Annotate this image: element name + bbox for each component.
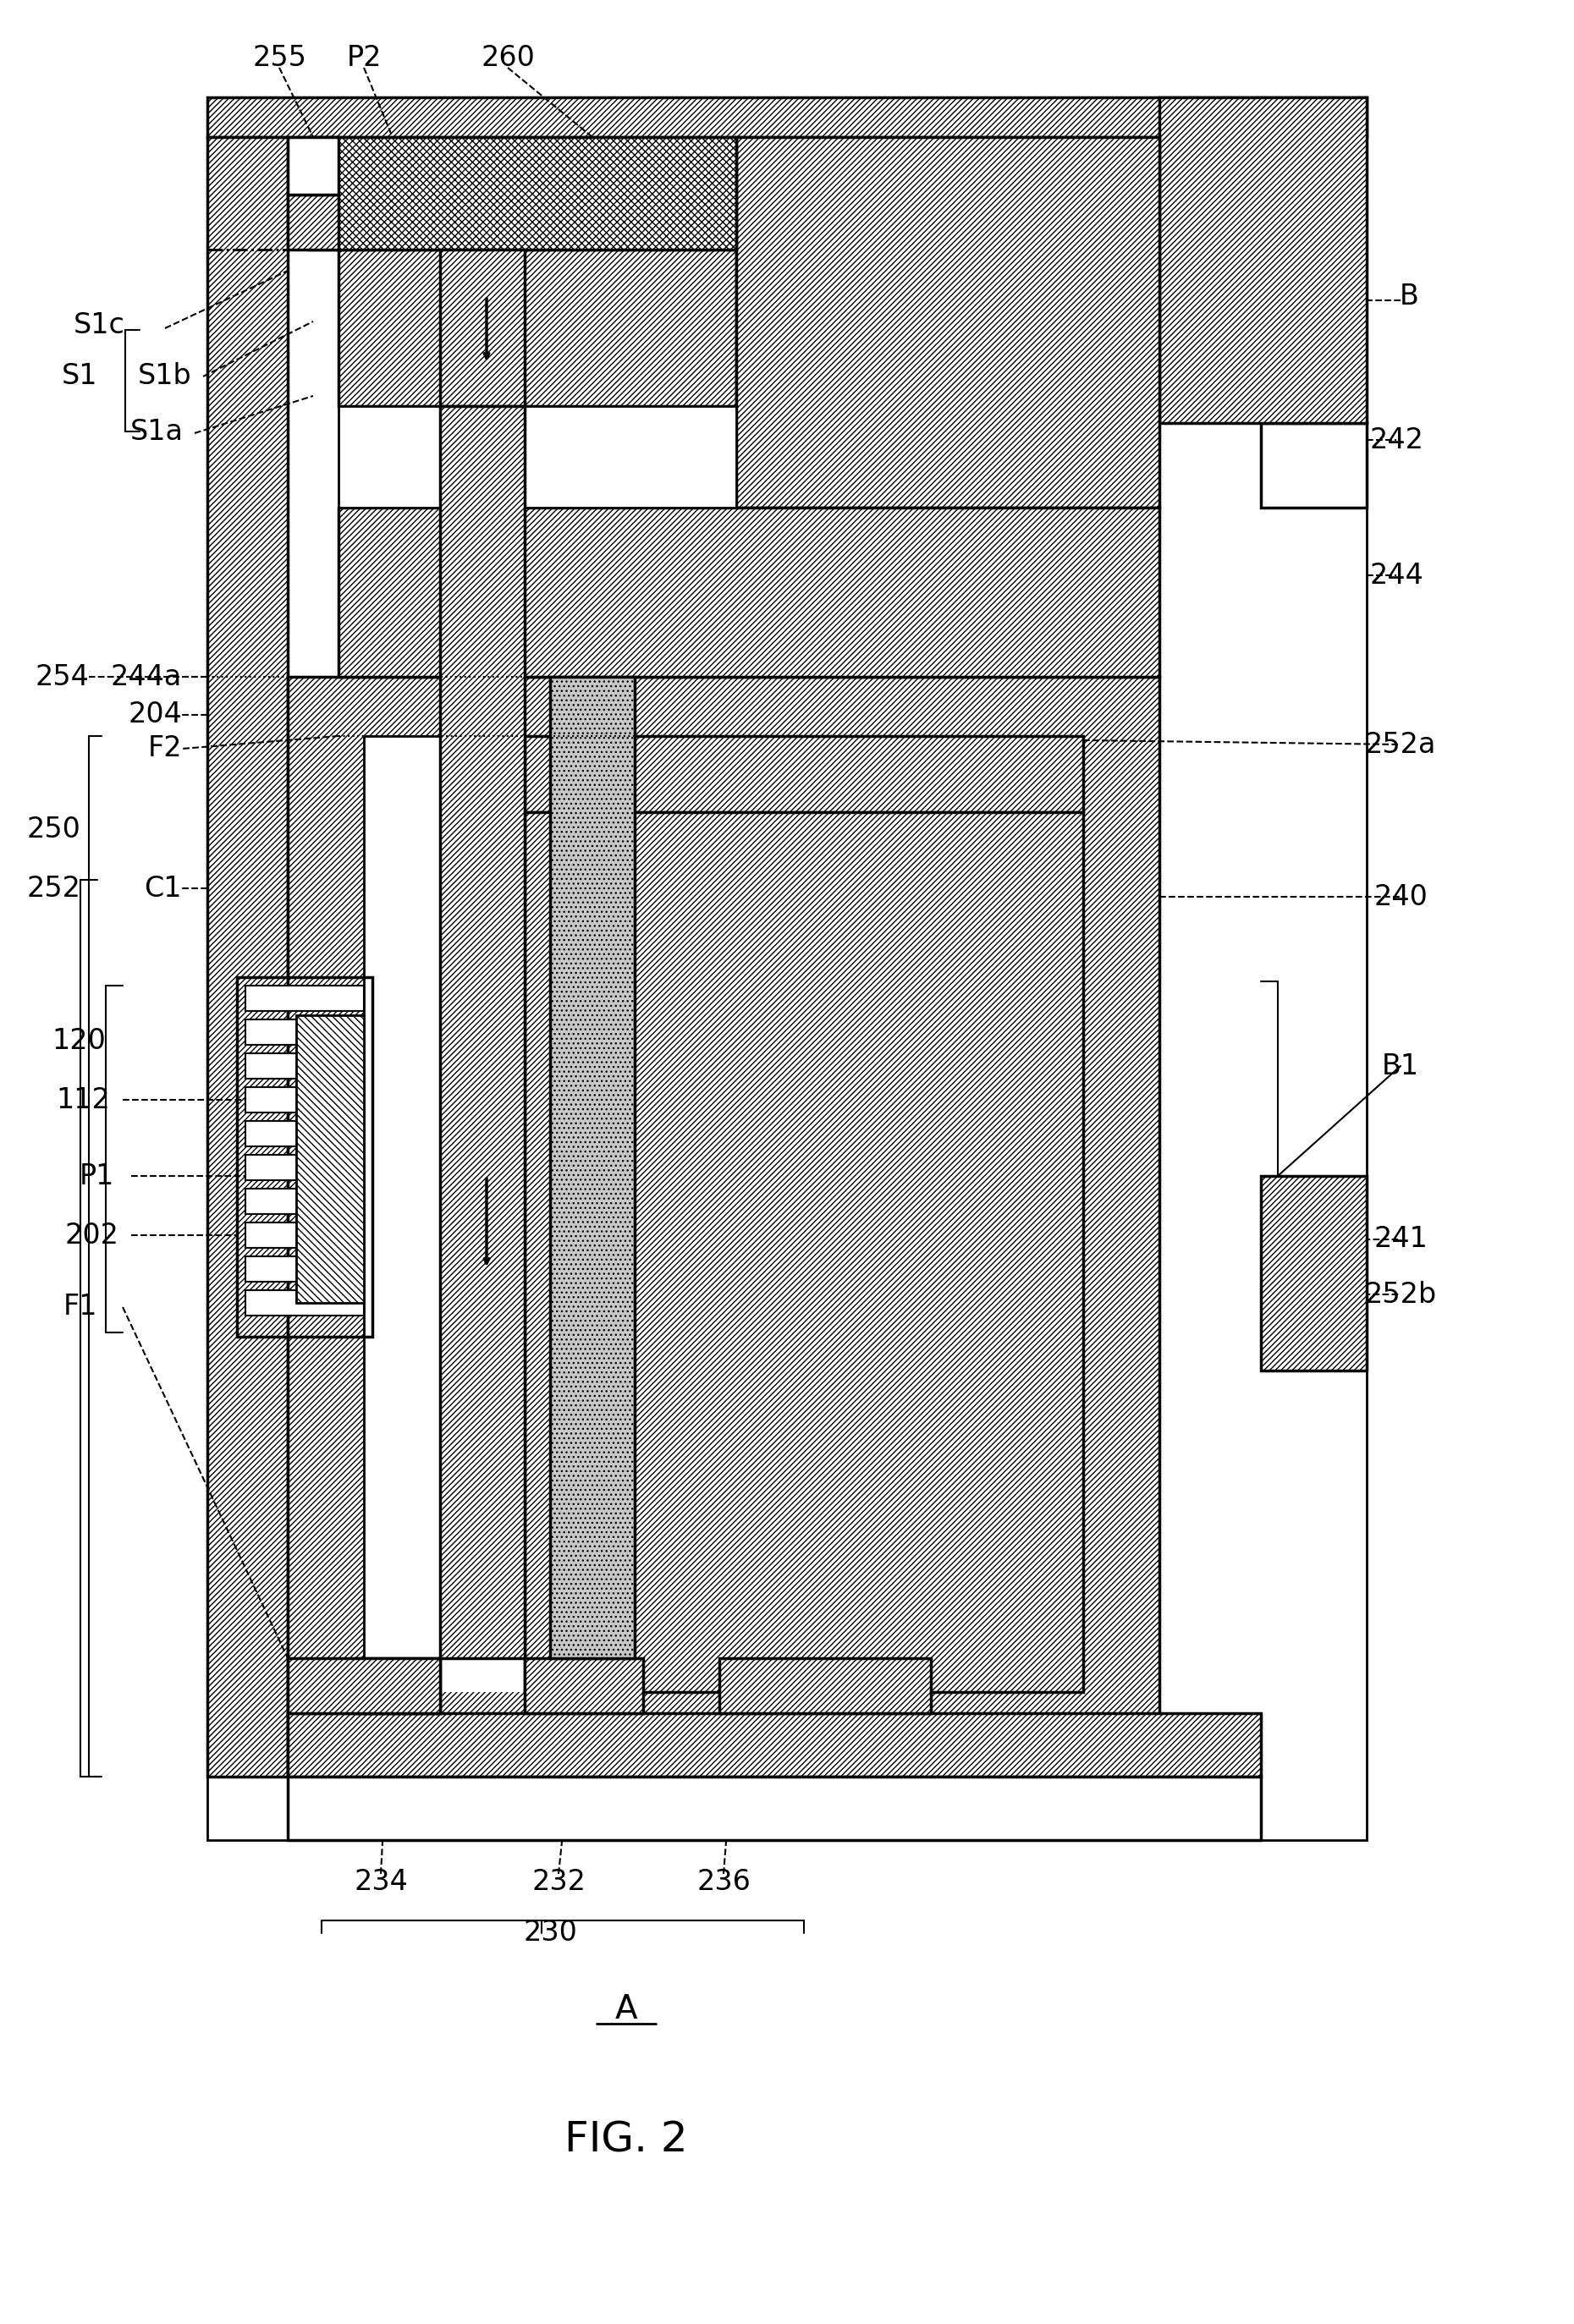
Polygon shape bbox=[338, 407, 737, 507]
Polygon shape bbox=[208, 137, 288, 1776]
Text: 255: 255 bbox=[252, 44, 307, 72]
Text: 254: 254 bbox=[35, 662, 88, 690]
Text: 250: 250 bbox=[27, 816, 80, 844]
Text: B: B bbox=[1399, 281, 1418, 309]
Polygon shape bbox=[246, 1155, 364, 1181]
Text: 120: 120 bbox=[52, 1027, 105, 1055]
Polygon shape bbox=[288, 676, 1160, 1776]
Polygon shape bbox=[524, 1659, 644, 1713]
Polygon shape bbox=[549, 676, 634, 1659]
Text: FIG. 2: FIG. 2 bbox=[565, 2119, 688, 2161]
Text: 202: 202 bbox=[65, 1220, 118, 1248]
Polygon shape bbox=[356, 1659, 441, 1713]
Polygon shape bbox=[288, 1659, 441, 1713]
Text: F2: F2 bbox=[148, 734, 183, 762]
Polygon shape bbox=[364, 737, 441, 1659]
Text: C1: C1 bbox=[145, 874, 183, 902]
Text: A: A bbox=[615, 1994, 637, 2024]
Text: 204: 204 bbox=[127, 702, 183, 730]
Polygon shape bbox=[246, 985, 364, 1011]
Polygon shape bbox=[338, 249, 737, 407]
Polygon shape bbox=[441, 249, 524, 407]
Polygon shape bbox=[288, 195, 338, 249]
Text: 244a: 244a bbox=[110, 662, 183, 690]
Text: P2: P2 bbox=[346, 44, 381, 72]
Text: 252: 252 bbox=[27, 874, 80, 902]
Polygon shape bbox=[288, 137, 338, 195]
Polygon shape bbox=[441, 407, 524, 1659]
Text: 252b: 252b bbox=[1365, 1281, 1437, 1308]
Text: 260: 260 bbox=[480, 44, 535, 72]
Text: 241: 241 bbox=[1374, 1225, 1428, 1253]
Text: 240: 240 bbox=[1374, 883, 1428, 911]
Text: P1: P1 bbox=[79, 1162, 115, 1190]
Text: S1b: S1b bbox=[139, 363, 192, 390]
Polygon shape bbox=[208, 98, 1366, 137]
Text: 112: 112 bbox=[57, 1085, 110, 1113]
Polygon shape bbox=[246, 1053, 364, 1078]
Polygon shape bbox=[524, 737, 1083, 811]
Text: S1: S1 bbox=[61, 363, 98, 390]
Text: 242: 242 bbox=[1369, 425, 1423, 453]
Polygon shape bbox=[246, 1088, 364, 1113]
Polygon shape bbox=[288, 1713, 1261, 1776]
Text: 244: 244 bbox=[1369, 562, 1423, 590]
Polygon shape bbox=[719, 1659, 930, 1713]
Polygon shape bbox=[296, 1016, 364, 1304]
Polygon shape bbox=[246, 1257, 364, 1283]
Polygon shape bbox=[246, 1120, 364, 1146]
Text: 234: 234 bbox=[354, 1868, 408, 1896]
Polygon shape bbox=[1160, 98, 1366, 423]
Polygon shape bbox=[246, 1222, 364, 1248]
Text: S1a: S1a bbox=[131, 418, 183, 446]
Text: 232: 232 bbox=[532, 1868, 586, 1896]
Polygon shape bbox=[364, 737, 1083, 1692]
Text: F1: F1 bbox=[63, 1292, 98, 1320]
Polygon shape bbox=[246, 1188, 364, 1213]
Polygon shape bbox=[1261, 423, 1366, 507]
Polygon shape bbox=[338, 507, 1160, 676]
Polygon shape bbox=[1261, 1176, 1366, 1371]
Polygon shape bbox=[309, 137, 737, 249]
Text: 230: 230 bbox=[523, 1920, 578, 1948]
Text: 252a: 252a bbox=[1365, 730, 1435, 758]
Polygon shape bbox=[737, 137, 1160, 507]
Text: 236: 236 bbox=[697, 1868, 751, 1896]
Text: B1: B1 bbox=[1382, 1053, 1420, 1081]
Polygon shape bbox=[246, 1020, 364, 1046]
Polygon shape bbox=[246, 1290, 364, 1315]
Text: S1c: S1c bbox=[74, 311, 126, 339]
Polygon shape bbox=[288, 1776, 1261, 1841]
Polygon shape bbox=[524, 811, 1083, 1692]
